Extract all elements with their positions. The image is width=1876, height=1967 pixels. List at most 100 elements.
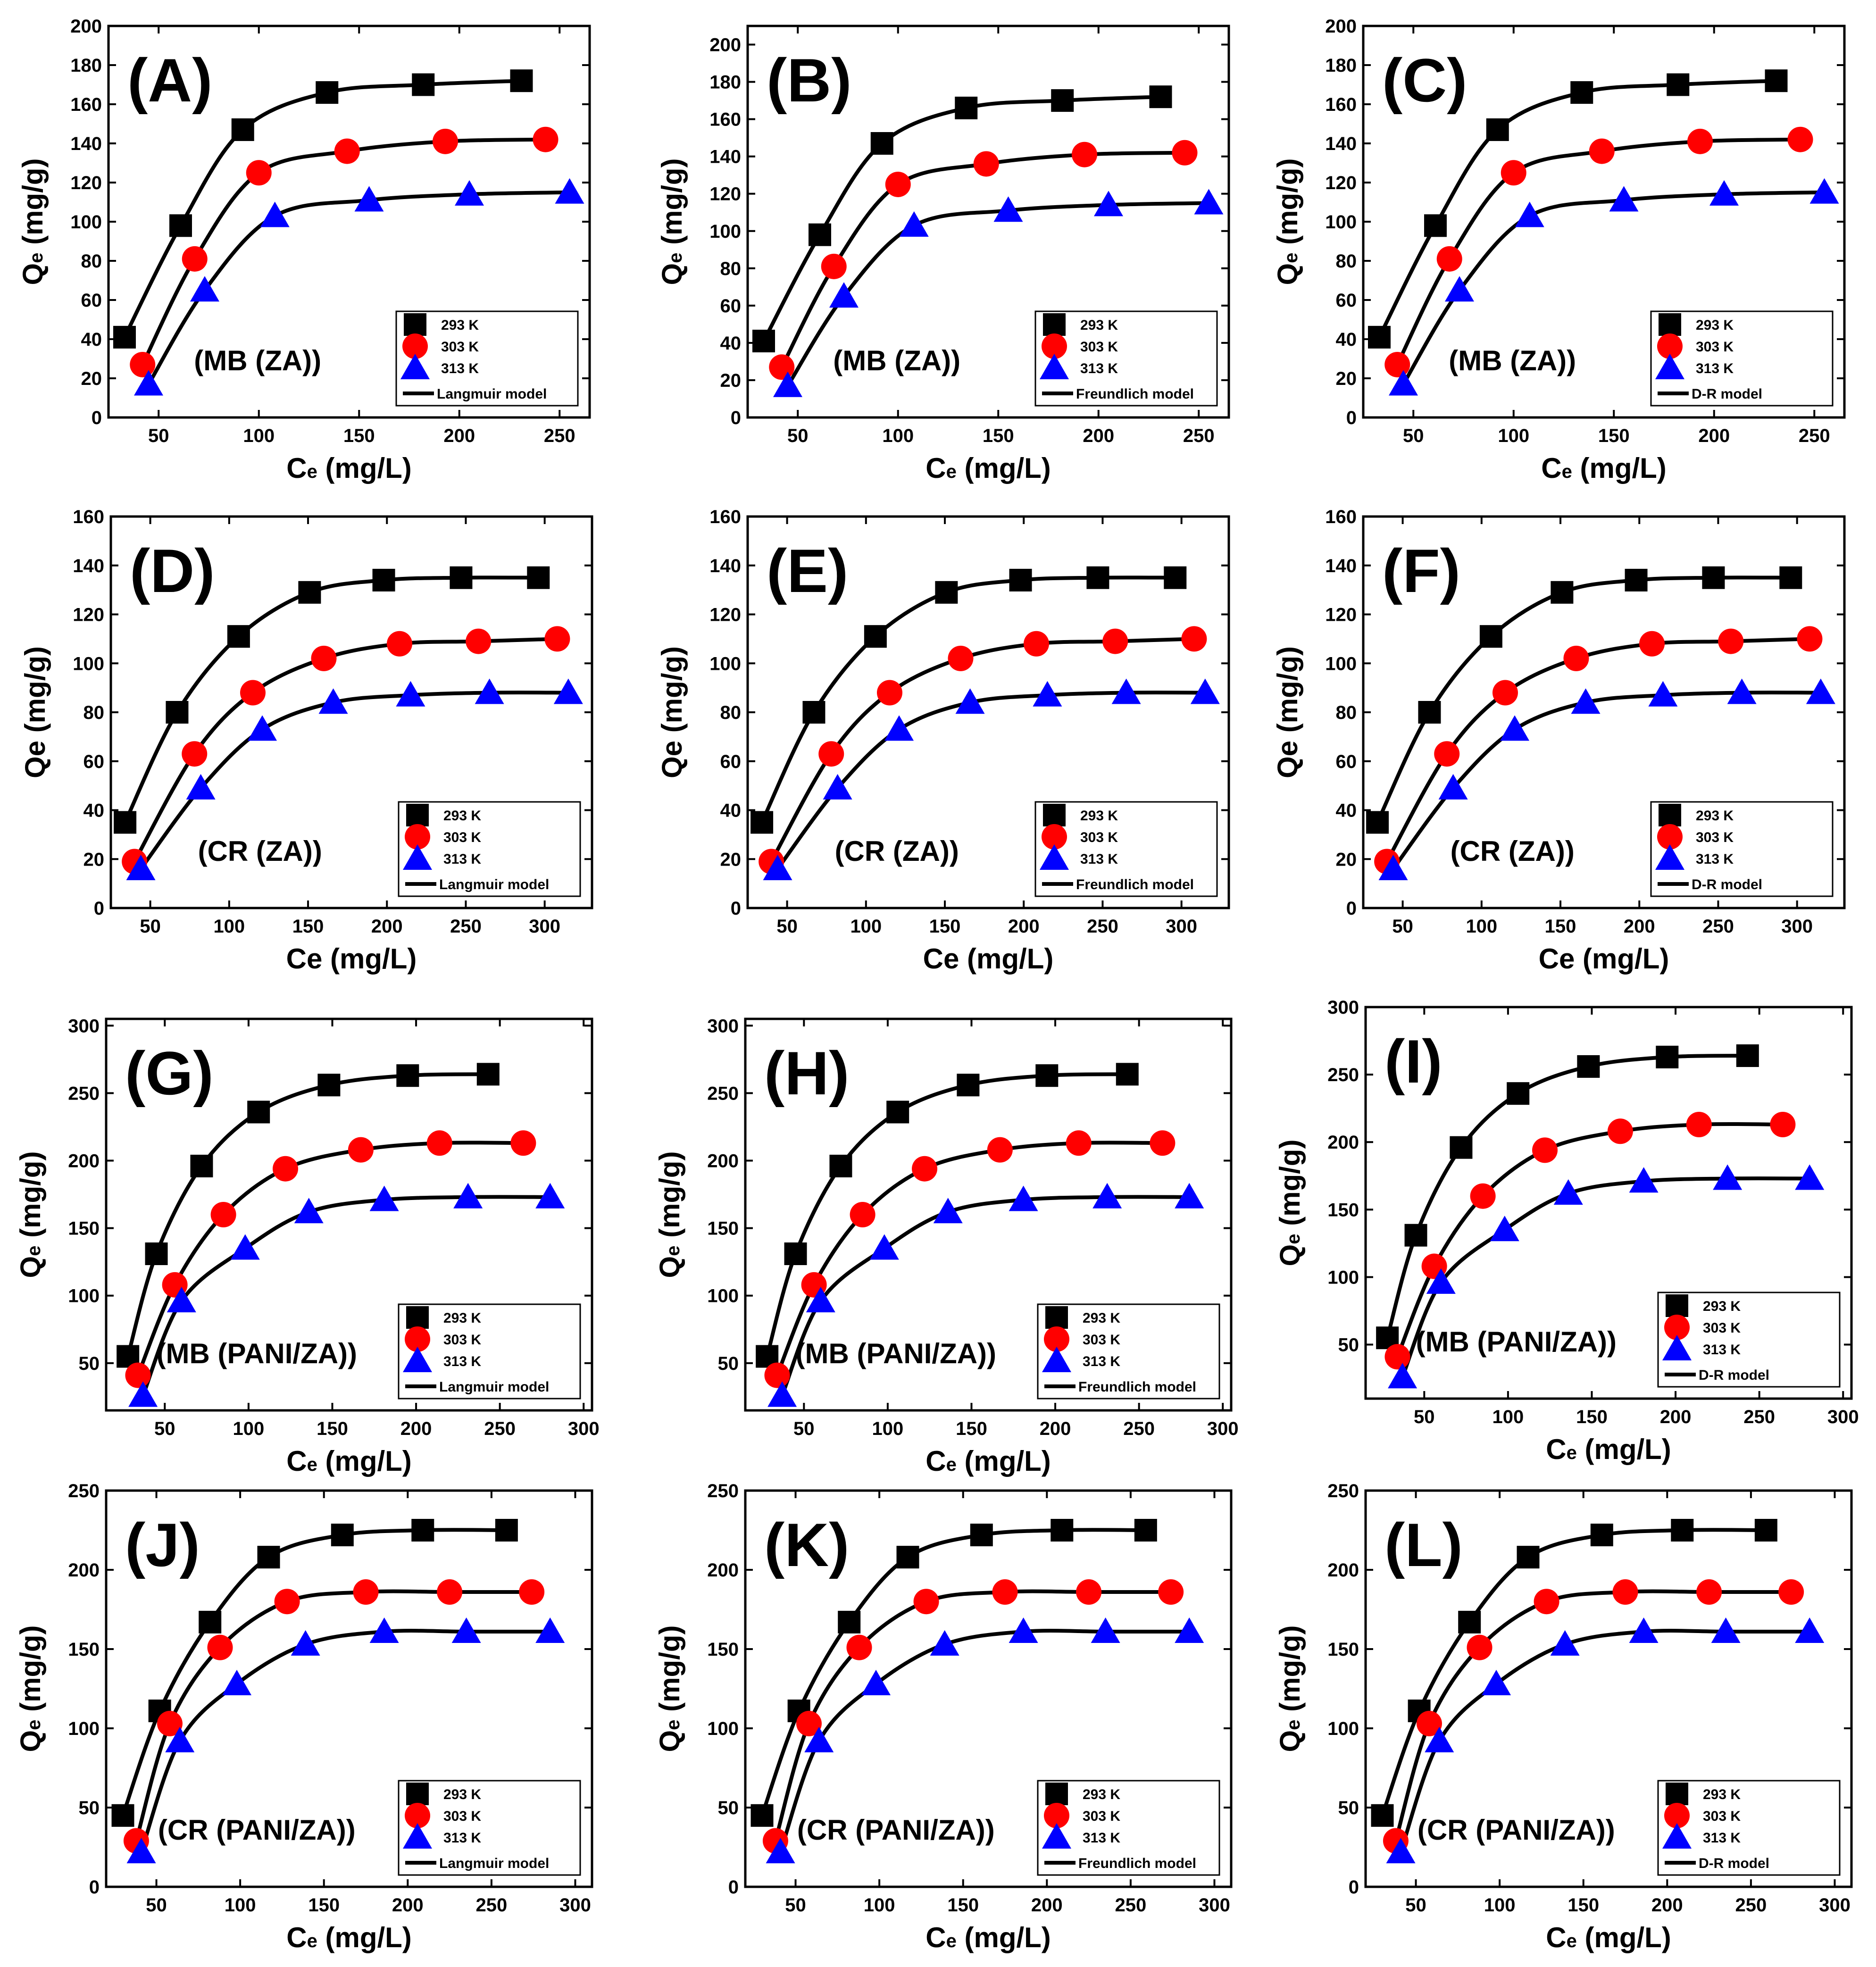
data-point: [1486, 118, 1509, 141]
data-point: [1035, 1064, 1059, 1087]
data-point: [993, 196, 1023, 222]
data-point: [1607, 1118, 1633, 1144]
data-point: [1795, 1164, 1825, 1190]
data-point: [886, 1100, 909, 1124]
data-point: [199, 1610, 222, 1634]
legend-model: D-R model: [1699, 1367, 1769, 1383]
data-point: [1727, 678, 1757, 704]
x-tick-label: 250: [484, 1418, 516, 1439]
x-tick-label: 200: [1083, 425, 1114, 446]
panel-title: (K): [764, 1510, 849, 1579]
y-tick-label: 250: [68, 1481, 100, 1501]
data-point: [134, 370, 163, 396]
data-point: [806, 1287, 835, 1313]
legend-marker: [1666, 1783, 1688, 1805]
sample-label: (MB (PANI/ZA)): [1416, 1326, 1617, 1358]
data-point: [1492, 680, 1518, 706]
data-point: [291, 1630, 320, 1656]
data-point: [1424, 214, 1447, 237]
sample-label: (CR (PANI/ZA)): [158, 1814, 356, 1846]
data-point: [1404, 1224, 1427, 1247]
y-tick-label: 80: [1336, 251, 1357, 272]
data-point: [1116, 1063, 1139, 1086]
data-point: [476, 1063, 500, 1086]
plot-frame: [105, 1017, 593, 1412]
y-tick-label: 120: [709, 605, 741, 625]
legend-box: [1657, 1780, 1841, 1876]
data-point: [273, 1156, 299, 1182]
y-tick-label: 60: [83, 751, 105, 772]
data-point: [1416, 1710, 1442, 1736]
plot-frame: [744, 1017, 1233, 1412]
data-point: [935, 581, 958, 604]
data-point: [334, 138, 360, 164]
y-tick-label: 160: [709, 507, 741, 527]
data-point: [510, 69, 533, 92]
data-point: [1625, 568, 1648, 592]
data-point: [111, 1804, 134, 1827]
chart-panel-e: 50 100 150 200 250 300 0 20 40 60 80 100 120 140 160 Ce…: [656, 507, 1230, 975]
plot-frame: [744, 1489, 1233, 1888]
data-point: [316, 81, 339, 104]
legend-marker: [1664, 1315, 1690, 1340]
legend-marker: [404, 313, 426, 336]
data-point: [1770, 1112, 1796, 1137]
data-point: [1426, 1268, 1456, 1294]
legend-model: Langmuir model: [437, 386, 547, 402]
legend-entry: 303 K: [1083, 1809, 1120, 1824]
y-tick-label: 140: [73, 556, 104, 576]
x-tick-label: 250: [544, 425, 575, 446]
x-tick-label: 150: [929, 916, 961, 937]
data-point: [864, 625, 887, 648]
legend: 293 K 303 K 313 K Freundlich model: [1034, 310, 1218, 407]
data-point: [519, 1579, 545, 1605]
y-tick-label: 300: [68, 1016, 100, 1036]
sample-label: (MB (ZA)): [833, 345, 960, 376]
data-point: [544, 626, 570, 652]
legend-marker: [403, 844, 432, 870]
legend-marker: [1043, 313, 1066, 336]
x-tick-label: 150: [983, 425, 1014, 446]
y-tick-label: 100: [68, 1718, 100, 1739]
x-tick-label: 200: [443, 425, 475, 446]
x-tick-label: 50: [1403, 425, 1424, 446]
x-tick-label: 200: [1008, 916, 1040, 937]
legend-entry: 313 K: [443, 1830, 481, 1846]
data-point: [1470, 1183, 1496, 1209]
legend-marker: [402, 333, 428, 359]
x-tick-label: 150: [343, 425, 375, 446]
legend-marker: [1659, 804, 1681, 826]
x-tick-label: 200: [1660, 1407, 1692, 1427]
data-point: [1577, 1055, 1600, 1078]
legend-marker: [1664, 1803, 1690, 1828]
chart-panel-j: 50 100 150 200 250 300 0 50 100 150 200 250 Ce (mg/L…: [15, 1481, 593, 1953]
data-point: [1507, 1082, 1530, 1105]
data-point: [1671, 1519, 1694, 1542]
x-tick-label: 100: [850, 916, 882, 937]
data-point: [1051, 89, 1074, 112]
legend-marker: [1042, 824, 1067, 850]
y-tick-label: 0: [1349, 1877, 1359, 1898]
data-point: [227, 625, 250, 648]
data-point: [1389, 370, 1418, 396]
panel-title: (D): [130, 536, 215, 605]
x-tick-label: 200: [1040, 1418, 1071, 1439]
x-tick-label: 50: [1392, 916, 1413, 937]
legend-entry: 293 K: [443, 1787, 481, 1802]
data-point: [533, 126, 559, 152]
data-point: [829, 282, 859, 308]
data-point: [784, 1242, 807, 1265]
data-point: [1754, 1519, 1777, 1542]
data-point: [387, 631, 412, 657]
legend: 293 K 303 K 313 K D-R model: [1657, 1780, 1841, 1876]
y-tick-label: 200: [707, 1151, 739, 1172]
y-axis-label: Qe (mg/g): [1272, 646, 1303, 778]
data-point: [1092, 1183, 1122, 1209]
y-tick-label: 20: [1336, 849, 1357, 870]
data-point: [1009, 1185, 1038, 1211]
data-point: [450, 566, 473, 589]
x-tick-label: 150: [292, 916, 324, 937]
legend-entry: 303 K: [1703, 1809, 1741, 1824]
data-point: [311, 645, 337, 671]
legend-box: [1657, 1292, 1841, 1388]
